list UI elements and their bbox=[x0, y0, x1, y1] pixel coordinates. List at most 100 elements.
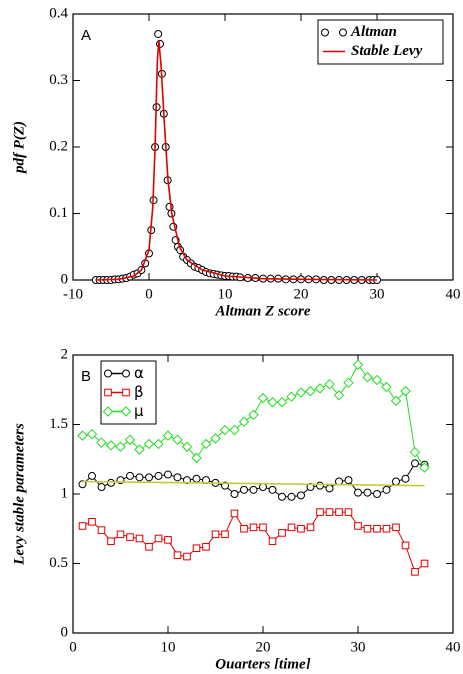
marker bbox=[122, 388, 130, 397]
marker bbox=[88, 518, 96, 526]
marker bbox=[240, 524, 248, 533]
y-tick-label: 2 bbox=[61, 346, 69, 362]
marker bbox=[400, 385, 411, 397]
marker bbox=[191, 452, 202, 464]
series-line bbox=[82, 480, 425, 487]
marker bbox=[97, 526, 106, 534]
marker bbox=[276, 397, 288, 408]
marker bbox=[162, 430, 174, 441]
marker bbox=[145, 543, 153, 551]
x-tick-label: 10 bbox=[218, 286, 233, 302]
y-tick-label: 0 bbox=[61, 271, 69, 287]
panel-label: B bbox=[81, 368, 91, 385]
marker bbox=[135, 534, 144, 543]
y-tick-label: 0 bbox=[61, 624, 69, 640]
marker bbox=[115, 441, 126, 452]
x-tick-label: 20 bbox=[294, 286, 309, 302]
marker bbox=[381, 381, 392, 393]
legend-label: β bbox=[134, 383, 144, 401]
marker bbox=[314, 383, 326, 394]
marker bbox=[122, 369, 130, 378]
marker bbox=[305, 385, 316, 397]
marker bbox=[154, 471, 163, 480]
marker bbox=[325, 508, 334, 516]
y-tick-label: 0.2 bbox=[49, 138, 68, 154]
marker bbox=[134, 444, 145, 455]
marker bbox=[107, 478, 115, 487]
marker bbox=[200, 438, 212, 450]
y-axis-label: Levy stable parameters bbox=[11, 423, 27, 566]
marker bbox=[173, 473, 182, 482]
marker bbox=[259, 523, 267, 532]
y-tick-label: 0.3 bbox=[49, 72, 68, 88]
marker bbox=[88, 471, 96, 480]
marker bbox=[316, 508, 324, 516]
marker bbox=[316, 481, 324, 490]
marker bbox=[238, 416, 250, 427]
y-tick-label: 1.5 bbox=[49, 416, 68, 432]
marker bbox=[154, 29, 163, 38]
marker bbox=[192, 474, 201, 483]
marker bbox=[126, 533, 134, 541]
marker bbox=[145, 473, 153, 482]
marker bbox=[104, 388, 112, 397]
marker bbox=[240, 485, 248, 494]
marker bbox=[219, 424, 231, 436]
marker bbox=[154, 534, 163, 543]
legend-label: Stable Levy bbox=[351, 43, 423, 59]
marker bbox=[333, 390, 345, 401]
marker bbox=[257, 392, 269, 404]
x-tick-label: 40 bbox=[446, 286, 461, 302]
marker bbox=[153, 438, 164, 450]
marker bbox=[249, 485, 258, 494]
y-axis-label: pdf P(Z) bbox=[11, 121, 27, 175]
series-line bbox=[82, 511, 425, 573]
marker bbox=[325, 484, 334, 493]
marker bbox=[392, 477, 400, 486]
marker bbox=[295, 387, 307, 398]
marker bbox=[135, 473, 144, 482]
marker bbox=[382, 524, 391, 533]
series-line bbox=[95, 40, 378, 281]
marker bbox=[343, 377, 354, 389]
marker bbox=[221, 530, 229, 539]
x-tick-label: 40 bbox=[446, 639, 461, 655]
marker bbox=[390, 395, 402, 407]
legend-label: μ bbox=[134, 402, 144, 420]
x-tick-label: 0 bbox=[69, 639, 77, 655]
marker bbox=[324, 378, 335, 390]
marker bbox=[297, 491, 305, 500]
x-tick-label: 10 bbox=[161, 639, 176, 655]
marker bbox=[354, 522, 362, 530]
marker bbox=[249, 523, 258, 532]
marker bbox=[96, 437, 107, 448]
marker bbox=[286, 391, 297, 402]
marker bbox=[392, 523, 400, 532]
marker bbox=[143, 438, 155, 450]
marker bbox=[192, 544, 201, 553]
marker bbox=[248, 409, 259, 420]
marker bbox=[287, 492, 296, 501]
legend-label: α bbox=[134, 364, 144, 382]
x-axis-label: Altman Z score bbox=[214, 303, 310, 319]
marker bbox=[373, 490, 381, 498]
marker bbox=[78, 522, 87, 530]
marker bbox=[211, 530, 220, 539]
marker bbox=[335, 508, 343, 516]
marker bbox=[107, 537, 115, 546]
marker bbox=[172, 434, 183, 445]
y-tick-label: 1 bbox=[61, 485, 69, 501]
marker bbox=[183, 476, 191, 485]
marker bbox=[344, 508, 353, 516]
x-tick-label: 30 bbox=[370, 286, 385, 302]
marker bbox=[362, 372, 373, 383]
marker bbox=[126, 471, 134, 480]
panel-label: A bbox=[81, 27, 91, 44]
marker bbox=[120, 406, 132, 417]
marker bbox=[352, 359, 364, 370]
marker bbox=[164, 536, 172, 544]
legend-label: Altman bbox=[350, 24, 397, 40]
marker bbox=[401, 541, 410, 550]
